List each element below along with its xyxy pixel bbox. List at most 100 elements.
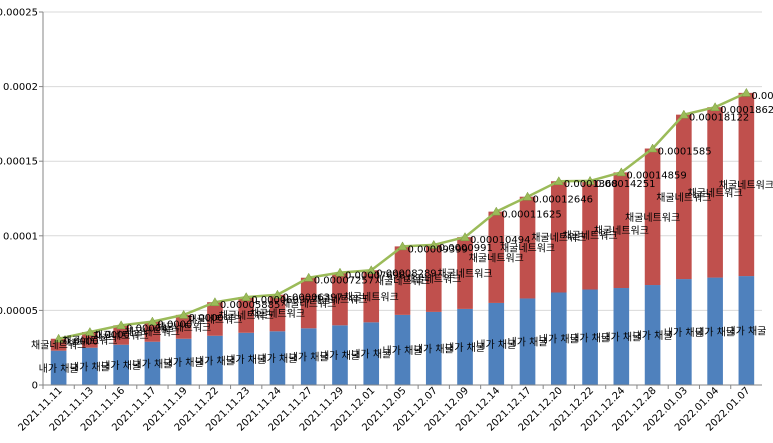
bar-label-bottom: 내가 채굴 xyxy=(257,353,297,365)
line-point xyxy=(741,87,752,97)
line-point xyxy=(647,143,658,153)
bar-label-top: 채굴네트워크 xyxy=(219,309,274,322)
bar-label-top: 채굴네트워크 xyxy=(500,242,555,255)
line-value-label: 0.00005885 xyxy=(220,300,280,311)
bar-mining-network xyxy=(300,277,317,329)
line-point xyxy=(428,239,439,249)
bar-label-top: 채굴네트워크 xyxy=(406,272,461,285)
bar-mining-network xyxy=(238,297,255,333)
line-point xyxy=(272,289,283,299)
bar-label-bottom: 내가 채굴 xyxy=(164,357,204,369)
gridlines xyxy=(43,11,762,311)
bar-mined-by-me xyxy=(238,332,255,385)
line-point xyxy=(210,297,220,306)
bar-mining-network xyxy=(457,237,473,309)
y-axis-ticks: 0 0.00005 0.0001 0.00015 0.0002 0.00025 xyxy=(0,8,43,392)
bar-mined-by-me xyxy=(363,322,380,385)
bar-label-top: 채굴네트워크 xyxy=(562,229,617,242)
bar-mined-by-me xyxy=(519,298,536,385)
line-value-label: 0.00007698 xyxy=(345,271,405,282)
bar-label-bottom: 내가 채굴 xyxy=(695,326,735,338)
y-tick-label: 0.00025 xyxy=(0,8,38,19)
bar-mined-by-me xyxy=(676,279,692,385)
bar-mining-network xyxy=(582,180,598,290)
y-tick-label: 0 xyxy=(32,381,38,392)
line-point xyxy=(460,232,470,241)
line-value-label: 0.0001368 xyxy=(564,179,618,190)
line-point xyxy=(178,309,189,319)
bar-label-bottom: 내가 채굴 xyxy=(132,358,172,370)
bar-label-top: 채굴네트워크 xyxy=(312,293,367,306)
bar-mined-by-me xyxy=(550,292,567,385)
line-value-label: 0.00012646 xyxy=(533,195,593,206)
y-tick-label: 0.00015 xyxy=(0,157,38,168)
bar-label-top: 채굴네트워크 xyxy=(531,231,586,244)
bar-mined-by-me xyxy=(332,325,348,385)
bar-mined-by-me xyxy=(113,344,129,385)
bar-mined-by-me xyxy=(207,335,223,385)
bar-mining-network xyxy=(550,181,567,293)
line-value-label: 0.00004 xyxy=(126,323,167,334)
y-tick-label: 0.00005 xyxy=(0,306,38,317)
bar-label-bottom: 내가 채굴 xyxy=(570,332,610,344)
x-axis-ticks: 2021.11.112021.11.132021.11.162021.11.17… xyxy=(16,385,752,434)
bar-mined-by-me xyxy=(50,350,67,385)
line-point xyxy=(710,102,721,111)
bar-mined-by-me xyxy=(269,331,286,385)
line-value-label: 0.00019576 xyxy=(751,91,773,102)
bar-label-bottom: 내가 채굴 xyxy=(383,345,423,357)
bar-mining-network xyxy=(676,114,692,280)
bar-mining-network xyxy=(707,107,723,278)
bars xyxy=(50,92,755,385)
bar-label-bottom: 내가 채굴 xyxy=(70,361,110,373)
line-value-label: 0.0000 xyxy=(95,330,130,341)
bar-label-top: 채굴네트워크 xyxy=(625,211,680,224)
bar-mining-network xyxy=(394,246,411,315)
bar-label-bottom: 내가 채굴 xyxy=(508,337,548,349)
total-line xyxy=(53,87,752,343)
bar-mined-by-me xyxy=(582,289,598,385)
line-value-label: 0.0001585 xyxy=(658,147,712,158)
bar-mining-network xyxy=(519,196,536,299)
line-value-label: 0.0000 xyxy=(189,313,224,324)
line-point xyxy=(84,327,95,336)
line-value-label: 0.00018122 xyxy=(689,113,749,124)
bar-mined-by-me xyxy=(425,311,442,385)
line-point xyxy=(335,267,345,277)
line-value-label: 0.0000 xyxy=(157,320,192,331)
bar-mining-network xyxy=(50,338,67,351)
line-value-label: 0.0000 xyxy=(64,337,99,348)
line-point xyxy=(303,272,314,282)
bar-label-bottom: 내가 채굴 xyxy=(320,350,360,362)
bar-label-bottom: 내가 채굴 xyxy=(289,352,329,364)
line-point xyxy=(616,167,627,177)
bar-mining-network xyxy=(144,321,161,342)
bar-mining-network xyxy=(113,325,129,345)
bar-label-bottom: 내가 채굴 xyxy=(726,326,766,338)
bar-label-bottom: 내가 채굴 xyxy=(226,354,266,366)
line-point xyxy=(522,191,533,201)
bar-label-bottom: 내가 채굴 xyxy=(445,342,485,354)
bar-mining-network xyxy=(175,314,192,339)
line-value-label: 0.00006097 xyxy=(251,295,311,306)
bar-mined-by-me xyxy=(144,341,161,385)
bar-mining-network xyxy=(425,244,442,312)
line-point xyxy=(585,175,595,185)
bar-label-top: 채굴네트워크 xyxy=(250,307,305,320)
bar-label-top: 채굴네트워크 xyxy=(656,191,711,204)
line-value-label: 0.00009399 xyxy=(408,244,468,255)
bar-label-bottom: 내가 채굴 xyxy=(101,360,141,372)
line-value-label: 0.00010494 xyxy=(470,235,530,246)
y-tick-label: 0.0001 xyxy=(3,231,38,242)
bar-label-bottom: 내가 채굴 xyxy=(664,327,704,339)
bar-mined-by-me xyxy=(738,276,755,385)
bar-label-bottom: 내가 채굴 xyxy=(476,339,516,351)
bar-mining-network xyxy=(613,172,630,289)
bar-label-bottom: 내가 채굴 xyxy=(633,330,673,342)
bar-mined-by-me xyxy=(175,338,192,385)
bar-label-top: 채굴네트워크 xyxy=(375,275,430,288)
bar-mined-by-me xyxy=(457,308,473,385)
line-value-label: 0.00007257 xyxy=(314,276,374,287)
